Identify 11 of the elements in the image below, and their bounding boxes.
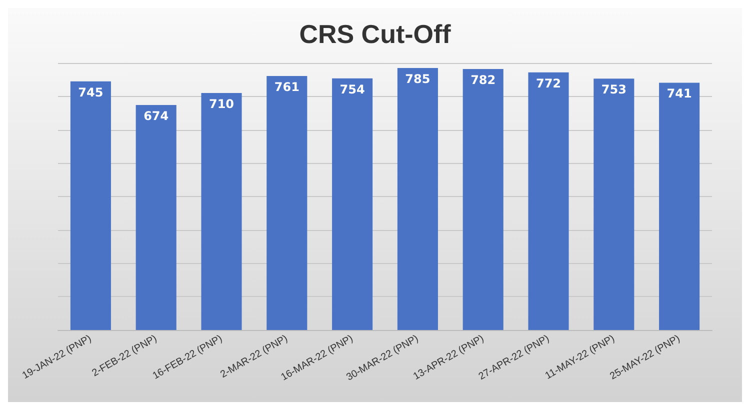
data-label: 772 [536,76,562,90]
data-label: 710 [208,97,234,112]
data-label: 754 [340,82,365,96]
data-label: 785 [405,72,430,86]
data-label: 782 [470,73,496,88]
data-label: 745 [78,85,104,100]
data-label: 674 [144,109,169,124]
data-label: 761 [274,80,300,94]
data-label: 741 [666,86,692,101]
chart-title: CRS Cut-Off [299,19,452,49]
data-label: 753 [601,82,626,97]
